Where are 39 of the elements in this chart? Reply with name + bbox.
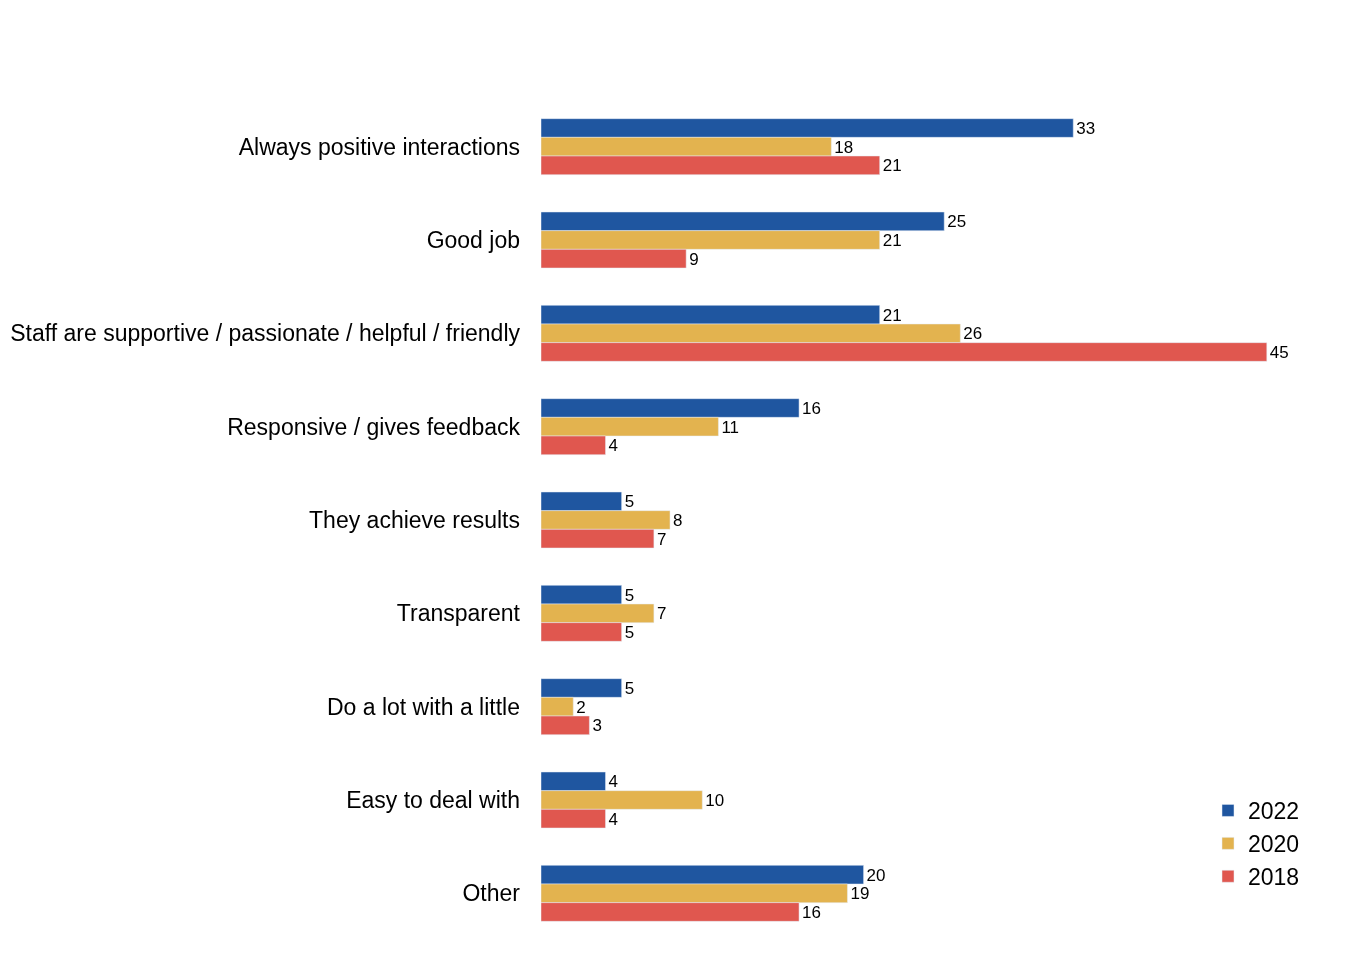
data-label: 5 bbox=[624, 678, 635, 698]
data-label: 33 bbox=[1076, 118, 1096, 138]
data-label: 5 bbox=[624, 585, 635, 605]
y-tick-label: Other bbox=[462, 880, 521, 907]
y-tick-label: Responsive / gives feedback bbox=[227, 413, 521, 440]
data-label: 20 bbox=[866, 865, 886, 885]
data-label: 4 bbox=[608, 436, 618, 456]
legend-label: 2022 bbox=[1248, 798, 1300, 825]
data-label: 16 bbox=[802, 398, 821, 418]
data-label: 21 bbox=[882, 230, 902, 250]
y-tick-label: Good job bbox=[426, 227, 520, 254]
data-label: 45 bbox=[1269, 342, 1289, 362]
data-label: 9 bbox=[689, 249, 699, 269]
data-label: 21 bbox=[882, 305, 902, 325]
data-label: 21 bbox=[882, 156, 902, 176]
y-tick-label: Always positive interactions bbox=[238, 133, 520, 160]
y-tick-label: They achieve results bbox=[309, 507, 520, 534]
data-label: 26 bbox=[963, 324, 983, 344]
data-label: 7 bbox=[656, 604, 667, 624]
legend-label: 2020 bbox=[1248, 831, 1300, 858]
data-label: 3 bbox=[592, 716, 602, 736]
data-label: 2 bbox=[576, 697, 586, 717]
data-label: 8 bbox=[673, 510, 683, 530]
y-tick-label: Staff are supportive / passionate / helpful / friendly bbox=[10, 320, 521, 347]
data-label: 10 bbox=[705, 790, 725, 810]
data-label: 25 bbox=[947, 212, 967, 232]
legend-label: 2018 bbox=[1248, 864, 1300, 891]
data-label: 11 bbox=[721, 417, 740, 437]
data-label: 18 bbox=[834, 137, 854, 157]
data-label: 19 bbox=[850, 884, 870, 904]
data-label: 4 bbox=[608, 809, 618, 829]
data-label: 5 bbox=[624, 492, 635, 512]
data-label: 16 bbox=[802, 902, 821, 922]
data-label: 7 bbox=[656, 529, 667, 549]
data-label: 5 bbox=[624, 622, 635, 642]
y-tick-label: Transparent bbox=[396, 600, 521, 627]
y-tick-label: Do a lot with a little bbox=[326, 693, 520, 720]
data-label: 4 bbox=[608, 772, 618, 792]
y-tick-label: Easy to deal with bbox=[346, 787, 520, 814]
